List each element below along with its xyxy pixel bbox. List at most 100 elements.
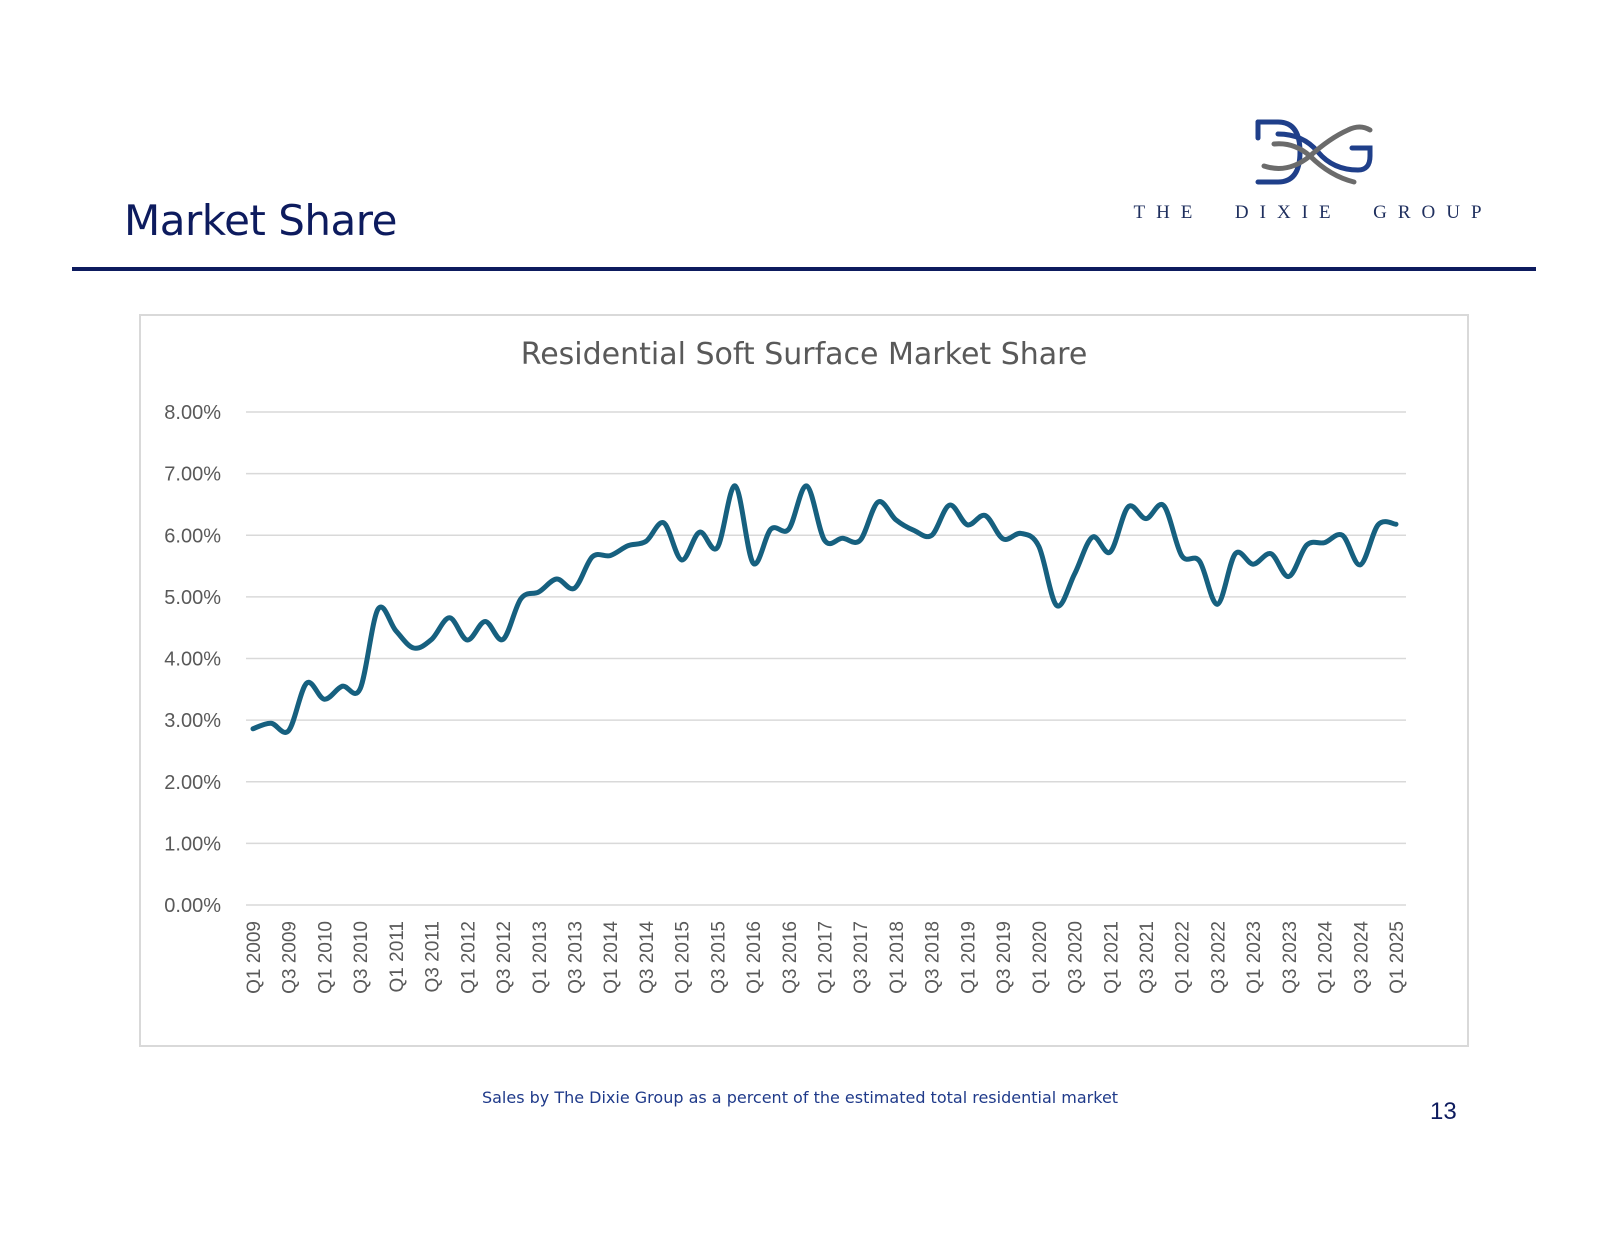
y-tick-label: 5.00% bbox=[164, 587, 221, 609]
y-tick-label: 8.00% bbox=[164, 402, 221, 424]
x-tick-label: Q3 2013 bbox=[565, 921, 586, 994]
data-point bbox=[643, 539, 648, 544]
y-axis-ticks: 0.00% 1.00% 2.00% 3.00% 4.00% 5.00% 6.00% 7.00%… bbox=[164, 402, 221, 917]
data-point bbox=[858, 538, 863, 543]
data-point bbox=[1340, 533, 1345, 538]
data-point bbox=[1054, 603, 1059, 608]
data-point bbox=[893, 517, 898, 522]
data-point bbox=[286, 728, 291, 733]
x-axis-ticks: Q1 2009 Q3 2009 Q1 2010 Q3 2010 Q1 2011 Q3 20… bbox=[244, 921, 1408, 994]
y-tick-label: 6.00% bbox=[164, 525, 221, 547]
x-tick-label: Q3 2012 bbox=[494, 921, 515, 994]
data-point bbox=[1251, 562, 1256, 567]
data-point bbox=[518, 596, 523, 601]
x-tick-label: Q1 2013 bbox=[530, 921, 551, 994]
data-point bbox=[465, 638, 470, 643]
data-point bbox=[483, 619, 488, 624]
data-point bbox=[1358, 562, 1363, 567]
x-tick-label: Q3 2011 bbox=[423, 921, 444, 992]
data-point bbox=[697, 530, 702, 535]
x-tick-label: Q1 2009 bbox=[244, 921, 265, 994]
dixie-group-logo-text: THE DIXIE GROUP bbox=[1133, 202, 1493, 223]
data-point bbox=[1161, 503, 1166, 508]
x-tick-label: Q1 2015 bbox=[673, 921, 694, 994]
data-point bbox=[590, 554, 595, 559]
data-point bbox=[733, 483, 738, 488]
data-point bbox=[393, 628, 398, 633]
gridlines bbox=[246, 411, 1406, 906]
data-point bbox=[1019, 531, 1024, 536]
x-tick-label: Q1 2018 bbox=[887, 921, 908, 994]
x-tick-label: Q1 2023 bbox=[1244, 921, 1265, 994]
chart-canvas: Residential Soft Surface Market Share 0.… bbox=[164, 337, 1408, 994]
x-tick-label: Q1 2010 bbox=[315, 921, 336, 994]
x-tick-label: Q1 2021 bbox=[1101, 921, 1122, 994]
x-tick-label: Q1 2024 bbox=[1316, 921, 1337, 994]
page-number: 13 bbox=[1430, 1098, 1457, 1125]
data-point bbox=[679, 557, 684, 562]
data-point bbox=[1376, 522, 1381, 527]
chart-caption: Sales by The Dixie Group as a percent of… bbox=[481, 1088, 1119, 1107]
data-point bbox=[804, 483, 809, 488]
dixie-group-logo: THE DIXIE GROUP bbox=[1118, 116, 1508, 226]
y-tick-label: 2.00% bbox=[164, 772, 221, 794]
x-tick-label: Q3 2024 bbox=[1351, 921, 1372, 994]
x-tick-label: Q1 2019 bbox=[958, 921, 979, 994]
data-point bbox=[447, 615, 452, 620]
data-point bbox=[376, 607, 381, 612]
x-tick-label: Q1 2017 bbox=[816, 921, 837, 994]
x-tick-label: Q3 2022 bbox=[1208, 921, 1229, 994]
data-point bbox=[1322, 540, 1327, 545]
data-point bbox=[411, 646, 416, 651]
x-tick-label: Q1 2020 bbox=[1030, 921, 1051, 994]
x-tick-label: Q3 2021 bbox=[1137, 921, 1158, 994]
data-point bbox=[1036, 544, 1041, 549]
data-point bbox=[1126, 504, 1131, 509]
series-line bbox=[250, 483, 1399, 735]
data-point bbox=[1286, 574, 1291, 579]
data-point bbox=[268, 721, 273, 726]
data-point bbox=[304, 681, 309, 686]
x-tick-label: Q3 2014 bbox=[637, 921, 658, 994]
x-tick-label: Q1 2025 bbox=[1387, 921, 1408, 994]
y-tick-label: 3.00% bbox=[164, 710, 221, 732]
series-layer bbox=[250, 483, 1399, 735]
x-tick-label: Q1 2016 bbox=[744, 921, 765, 994]
x-tick-label: Q1 2014 bbox=[601, 921, 622, 994]
slide-title: Market Share bbox=[124, 196, 397, 245]
data-point bbox=[554, 577, 559, 582]
x-tick-label: Q3 2019 bbox=[994, 921, 1015, 994]
data-point bbox=[251, 726, 256, 731]
data-point bbox=[1144, 516, 1149, 521]
data-point bbox=[768, 527, 773, 532]
dixie-group-logo-mark-icon bbox=[1255, 119, 1373, 185]
x-tick-label: Q1 2022 bbox=[1173, 921, 1194, 994]
x-tick-label: Q1 2012 bbox=[458, 921, 479, 994]
data-point bbox=[983, 513, 988, 518]
data-point bbox=[1090, 535, 1095, 540]
data-point bbox=[840, 536, 845, 541]
y-tick-label: 0.00% bbox=[164, 895, 221, 917]
data-point bbox=[1108, 549, 1113, 554]
chart-title: Residential Soft Surface Market Share bbox=[521, 337, 1088, 372]
data-point bbox=[1394, 522, 1399, 527]
y-tick-label: 4.00% bbox=[164, 649, 221, 671]
data-point bbox=[751, 561, 756, 566]
data-point bbox=[661, 520, 666, 525]
x-tick-label: Q3 2017 bbox=[851, 921, 872, 994]
title-divider bbox=[72, 267, 1536, 271]
data-point bbox=[608, 553, 613, 558]
x-tick-label: Q3 2018 bbox=[923, 921, 944, 994]
data-point bbox=[947, 503, 952, 508]
data-point bbox=[965, 522, 970, 527]
data-point bbox=[322, 697, 327, 702]
data-point bbox=[929, 533, 934, 538]
data-point bbox=[715, 545, 720, 550]
data-point bbox=[626, 543, 631, 548]
x-tick-label: Q3 2016 bbox=[780, 921, 801, 994]
data-point bbox=[429, 637, 434, 642]
data-point bbox=[501, 637, 506, 642]
data-point bbox=[1197, 559, 1202, 564]
data-point bbox=[1072, 572, 1077, 577]
y-tick-label: 7.00% bbox=[164, 464, 221, 486]
